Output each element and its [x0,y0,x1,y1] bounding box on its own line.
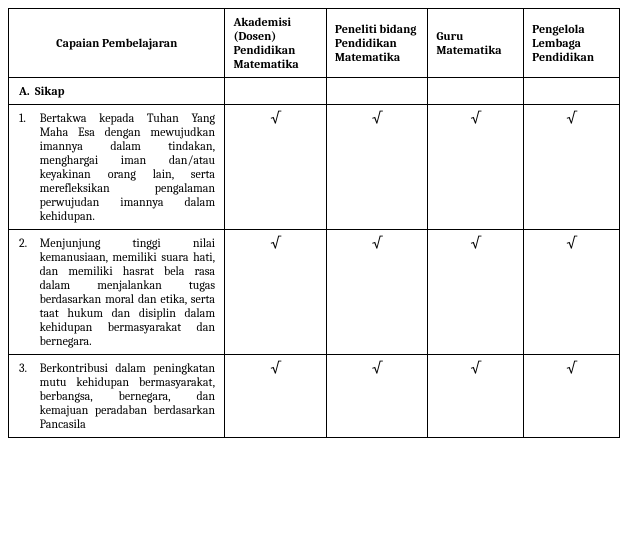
col-header-guru: Guru Matematika [428,9,524,78]
competency-table: Capaian Pembelajaran Akademisi (Dosen) P… [8,8,620,438]
row-text: Bertakwa kepada Tuhan Yang Maha Esa deng… [40,111,215,223]
section-title: Sikap [35,84,65,98]
col-header-capaian: Capaian Pembelajaran [9,9,225,78]
section-empty-cell [428,78,524,105]
check-cell: √ [524,105,620,230]
row-number: 3. [19,361,37,375]
section-header-cell: A. Sikap [9,78,225,105]
check-cell: √ [428,230,524,355]
section-row: A. Sikap [9,78,620,105]
table-row: 2. Menjunjung tinggi nilai kemanusiaan, … [9,230,620,355]
row-desc-cell: 2. Menjunjung tinggi nilai kemanusiaan, … [9,230,225,355]
check-cell: √ [225,105,326,230]
row-desc-cell: 3. Berkontribusi dalam peningkatan mutu … [9,355,225,438]
check-cell: √ [524,355,620,438]
row-number: 1. [19,111,37,125]
check-cell: √ [326,230,427,355]
section-empty-cell [326,78,427,105]
check-cell: √ [524,230,620,355]
table-row: 3. Berkontribusi dalam peningkatan mutu … [9,355,620,438]
check-cell: √ [428,355,524,438]
table-row: 1. Bertakwa kepada Tuhan Yang Maha Esa d… [9,105,620,230]
section-empty-cell [524,78,620,105]
check-cell: √ [326,105,427,230]
check-cell: √ [225,355,326,438]
section-empty-cell [225,78,326,105]
check-cell: √ [326,355,427,438]
col-header-pengelola: Pengelola Lembaga Pendidikan [524,9,620,78]
col-header-akademisi: Akademisi (Dosen) Pendidikan Matematika [225,9,326,78]
check-cell: √ [428,105,524,230]
col-header-peneliti: Peneliti bidang Pendidikan Matematika [326,9,427,78]
table-header-row: Capaian Pembelajaran Akademisi (Dosen) P… [9,9,620,78]
row-desc-cell: 1. Bertakwa kepada Tuhan Yang Maha Esa d… [9,105,225,230]
row-text: Menjunjung tinggi nilai kemanusiaan, mem… [40,236,215,348]
row-number: 2. [19,236,37,250]
row-text: Berkontribusi dalam peningkatan mutu keh… [40,361,215,431]
check-cell: √ [225,230,326,355]
section-letter: A. [19,84,30,98]
